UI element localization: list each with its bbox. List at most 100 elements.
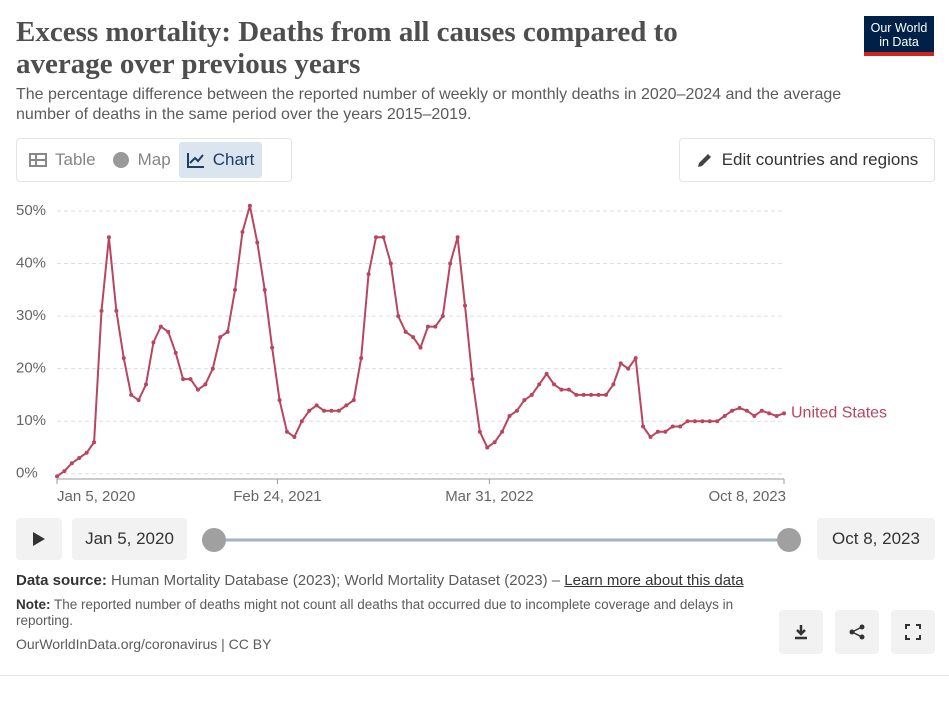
y-tick-label: 20% (16, 360, 46, 377)
data-point (767, 411, 772, 416)
tab[interactable]: Map (104, 142, 179, 178)
data-point (425, 324, 430, 329)
data-point (292, 434, 297, 439)
data-point (448, 261, 453, 266)
data-point (589, 392, 594, 397)
data-point (603, 392, 608, 397)
data-point (233, 287, 238, 292)
x-tick-label: Feb 24, 2021 (233, 488, 321, 505)
data-point (537, 382, 542, 387)
icon (905, 624, 921, 640)
share-button[interactable] (835, 610, 879, 654)
data-point (84, 450, 89, 455)
y-tick-label: 40% (16, 255, 46, 272)
data-point (759, 408, 764, 413)
data-point (210, 366, 215, 371)
data-point (173, 350, 178, 355)
data-point (463, 303, 468, 308)
data-point (514, 408, 519, 413)
data-point (181, 377, 186, 382)
data-point (322, 408, 327, 413)
data-point (262, 287, 267, 292)
data-point (566, 387, 571, 392)
note-text: The reported number of deaths might not … (16, 597, 734, 628)
divider (0, 675, 949, 676)
x-tick-label: Oct 8, 2023 (708, 488, 786, 505)
data-point (77, 455, 82, 460)
data-point (144, 382, 149, 387)
data-point (203, 382, 208, 387)
edit-button[interactable]: Edit countries and regions (679, 138, 935, 182)
data-point (692, 419, 697, 424)
data-point (655, 429, 660, 434)
data-point (529, 392, 534, 397)
timeline-start[interactable]: Jan 5, 2020 (72, 518, 187, 560)
fullscreen-button[interactable] (891, 610, 935, 654)
data-point (92, 440, 97, 445)
icon (697, 154, 711, 167)
chart: 0% 10% 20% 30% 40% 50% Jan 5, 2020 Feb 24, 2021… (16, 202, 887, 505)
data-point (559, 387, 564, 392)
data-point (225, 329, 230, 334)
tab[interactable]: Table (21, 142, 104, 178)
data-point (129, 392, 134, 397)
data-point (69, 461, 74, 466)
data-point (329, 408, 334, 413)
data-point (366, 272, 371, 277)
data-point (470, 377, 475, 382)
data-point (299, 419, 304, 424)
timeline-slider (202, 528, 801, 552)
data-point (62, 469, 67, 474)
data-point (522, 398, 527, 403)
tab-label: Map (137, 150, 171, 169)
data-point (336, 408, 341, 413)
slider-handle[interactable] (202, 528, 226, 552)
data-point (648, 434, 653, 439)
data-point (626, 366, 631, 371)
data-point (158, 324, 163, 329)
play-button[interactable] (16, 518, 62, 560)
chart-title: Excess mortality: Deaths from all causes… (16, 16, 678, 80)
data-point (700, 419, 705, 424)
source-link[interactable]: Learn more about this data (564, 572, 744, 589)
logo-line: in Data (879, 35, 919, 49)
data-point (403, 329, 408, 334)
logo[interactable]: Our World in Data (864, 16, 934, 56)
data-point (255, 240, 260, 245)
data-point (752, 413, 757, 418)
data-point (574, 392, 579, 397)
data-point (552, 382, 557, 387)
data-point (641, 424, 646, 429)
source-text: Human Mortality Database (2023); World M… (111, 572, 565, 589)
source: Data source: Human Mortality Database (2… (16, 572, 744, 589)
y-tick-label: 0% (16, 465, 38, 482)
data-point (500, 429, 505, 434)
data-point (151, 340, 156, 345)
data-point (596, 392, 601, 397)
source-label: Data source: (16, 572, 107, 589)
icon (29, 153, 47, 167)
data-point (507, 413, 512, 418)
data-point (685, 419, 690, 424)
data-point (433, 324, 438, 329)
data-point (218, 335, 223, 340)
data-point (314, 403, 319, 408)
data-point (359, 356, 364, 361)
data-point (411, 335, 416, 340)
data-point (440, 314, 445, 319)
data-point (55, 474, 59, 479)
icon (849, 624, 865, 640)
data-point (307, 408, 312, 413)
tab-label: Table (55, 150, 96, 169)
tab[interactable]: Chart (178, 142, 263, 178)
slider-handle[interactable] (777, 528, 801, 552)
tab-bar: Table Map Chart (16, 138, 292, 182)
data-point (744, 408, 749, 413)
data-point (670, 424, 675, 429)
data-point (485, 445, 490, 450)
download-button[interactable] (779, 610, 823, 654)
timeline-end[interactable]: Oct 8, 2023 (817, 518, 935, 560)
series-label: United States (791, 405, 887, 422)
data-point (722, 413, 727, 418)
